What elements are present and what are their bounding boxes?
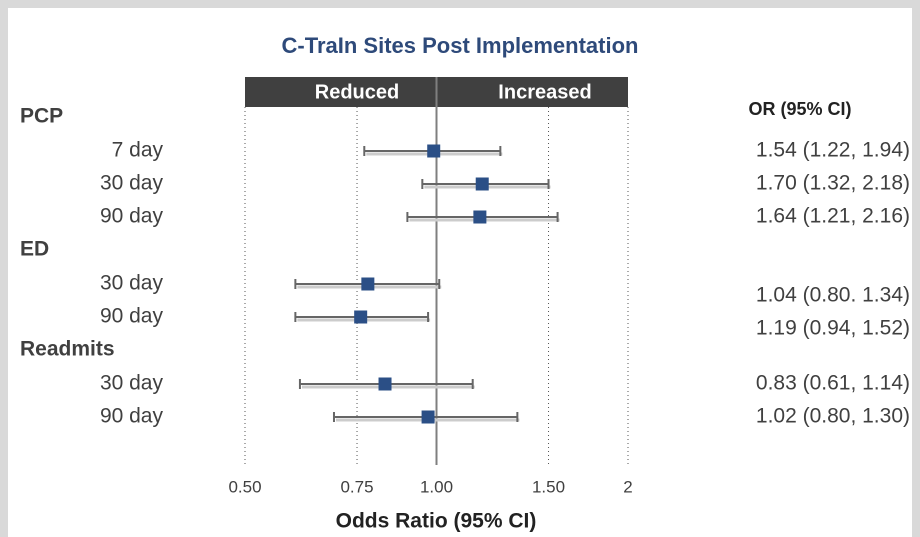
x-axis-title: Odds Ratio (95% CI) xyxy=(336,510,537,533)
ci-label: 1.04 (0.80. 1.34) xyxy=(756,284,910,307)
ci-label: 1.64 (1.21, 2.16) xyxy=(756,205,910,228)
x-tick-label: 1.00 xyxy=(420,477,453,496)
group-label: PCP xyxy=(20,105,63,128)
ci-header: OR (95% CI) xyxy=(748,99,851,119)
row-label: 90 day xyxy=(100,205,164,228)
ci-label: 1.19 (0.94, 1.52) xyxy=(756,317,910,340)
x-tick-label: 0.50 xyxy=(228,477,261,496)
group-label: Readmits xyxy=(20,338,115,361)
row-label: 90 day xyxy=(100,305,164,328)
row-label: 90 day xyxy=(100,405,164,428)
x-tick-label: 0.75 xyxy=(340,477,373,496)
point xyxy=(427,144,441,158)
row-label: 30 day xyxy=(100,372,164,395)
chart-title: C-TraIn Sites Post Implementation xyxy=(282,33,639,58)
point xyxy=(475,177,489,191)
point xyxy=(361,277,375,291)
group-label: ED xyxy=(20,238,49,261)
point xyxy=(378,377,392,391)
x-tick-label: 1.50 xyxy=(532,477,565,496)
point xyxy=(473,210,487,224)
ci-label: 1.54 (1.22, 1.94) xyxy=(756,139,910,162)
point xyxy=(354,310,368,324)
direction-label: Increased xyxy=(498,81,591,103)
ci-label: 0.83 (0.61, 1.14) xyxy=(756,372,910,395)
ci-label: 1.02 (0.80, 1.30) xyxy=(756,405,910,428)
x-tick-label: 2 xyxy=(623,477,632,496)
ci-label: 1.70 (1.32, 2.18) xyxy=(756,172,910,195)
row-label: 30 day xyxy=(100,172,164,195)
row-label: 7 day xyxy=(112,139,164,162)
point xyxy=(421,410,435,424)
direction-label: Reduced xyxy=(315,81,399,103)
row-label: 30 day xyxy=(100,272,164,295)
